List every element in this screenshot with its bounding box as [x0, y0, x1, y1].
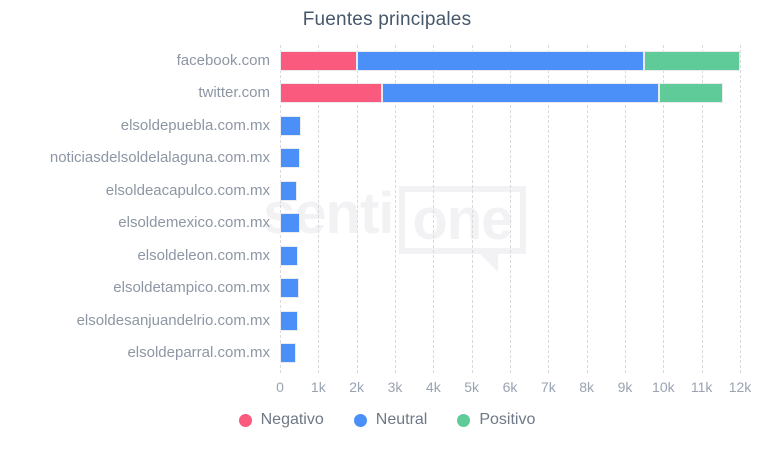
- legend-label: Positivo: [479, 411, 536, 428]
- grid-line-0: [280, 45, 281, 373]
- bar-elsoldesanjuandelrio-com-mx: [280, 310, 299, 331]
- category-label-facebook-com: facebook.com: [176, 52, 270, 69]
- bar-segment-neutral[interactable]: [280, 343, 297, 364]
- x-tick-label-2k: 2k: [349, 379, 365, 395]
- bar-segment-positivo[interactable]: [644, 51, 740, 71]
- x-tick-label-10k: 10k: [652, 379, 675, 395]
- x-tick-label-3k: 3k: [387, 379, 403, 395]
- legend-swatch-icon: [457, 413, 471, 427]
- bar-twitter-com: [280, 83, 723, 104]
- bar-segment-neutral[interactable]: [280, 310, 299, 331]
- legend-item-positivo[interactable]: Positivo: [457, 411, 535, 429]
- legend-label: Neutral: [375, 411, 428, 428]
- x-tick-label-7k: 7k: [540, 379, 556, 395]
- bar-segment-neutral[interactable]: [280, 278, 299, 299]
- grid-line-7k: [548, 45, 550, 373]
- bar-segment-neutral[interactable]: [280, 180, 298, 201]
- category-label-twitter-com: twitter.com: [198, 84, 270, 102]
- bar-noticiasdelsoldelalaguna-com-mx: [280, 148, 300, 169]
- bar-elsoldeleon-com-mx: [280, 245, 299, 266]
- x-tick-label-9k: 9k: [617, 379, 633, 395]
- category-label-elsoldesanjuandelrio-com-mx: elsoldesanjuandelrio.com.mx: [76, 311, 270, 329]
- category-label-elsoldetampico-com-mx: elsoldetampico.com.mx: [113, 279, 270, 297]
- x-tick-label-11k: 11k: [690, 379, 713, 395]
- bar-segment-neutral[interactable]: [280, 148, 300, 169]
- category-label-elsoldeleon-com-mx: elsoldeleon.com.mx: [137, 246, 270, 264]
- x-tick-label-8k: 8k: [579, 379, 595, 395]
- x-tick-label-5k: 5k: [464, 379, 480, 395]
- grid-line-6k: [510, 45, 511, 373]
- bar-facebook-com: [280, 51, 740, 71]
- legend-item-negativo[interactable]: Negativo: [238, 411, 324, 429]
- grid-line-1k: [318, 45, 320, 373]
- x-tick-label-1k: 1k: [310, 379, 326, 395]
- grid-line-5k: [471, 45, 473, 373]
- x-tick-label-6k: 6k: [502, 379, 518, 395]
- grid-line-2k: [356, 45, 358, 373]
- grid-line-4k: [433, 45, 435, 373]
- grid-line-12k: [740, 45, 741, 373]
- bar-segment-neutral[interactable]: [280, 245, 299, 266]
- legend-swatch-icon: [238, 413, 252, 427]
- bar-elsoldemexico-com-mx: [280, 213, 300, 234]
- bar-elsoldeacapulco-com-mx: [280, 180, 298, 201]
- legend: Negativo Neutral Positivo: [0, 411, 774, 429]
- watermark-text-right: one: [412, 187, 513, 252]
- watermark-speech-bubble-icon: one: [399, 186, 526, 272]
- x-tick-label-12k: 12k: [728, 379, 752, 395]
- grid-line-11k: [701, 45, 703, 373]
- bar-elsoldetampico-com-mx: [280, 278, 299, 299]
- legend-label: Negativo: [260, 411, 324, 428]
- bar-segment-negativo[interactable]: [280, 51, 357, 71]
- bar-segment-neutral[interactable]: [381, 83, 660, 104]
- bar-segment-neutral[interactable]: [280, 115, 302, 136]
- bar-segment-neutral[interactable]: [280, 213, 300, 234]
- category-label-elsoldemexico-com-mx: elsoldemexico.com.mx: [118, 214, 270, 232]
- category-label-elsoldepuebla-com-mx: elsoldepuebla.com.mx: [120, 116, 270, 134]
- grid-line-9k: [625, 45, 626, 373]
- category-label-noticiasdelsoldelalaguna-com-mx: noticiasdelsoldelalaguna.com.mx: [49, 149, 270, 167]
- bar-segment-positivo[interactable]: [659, 83, 723, 104]
- grid-line-8k: [586, 45, 588, 373]
- category-label-elsoldeacapulco-com-mx: elsoldeacapulco.com.mx: [105, 181, 270, 199]
- grid-line-3k: [395, 45, 396, 373]
- grid-line-10k: [663, 45, 665, 373]
- bar-elsoldeparral-com-mx: [280, 343, 297, 364]
- category-label-elsoldeparral-com-mx: elsoldeparral.com.mx: [127, 344, 270, 362]
- legend-swatch-icon: [353, 413, 367, 427]
- chart-title: Fuentes principales: [302, 9, 472, 30]
- bar-elsoldepuebla-com-mx: [280, 115, 302, 136]
- x-tick-label-0: 0: [276, 379, 284, 395]
- x-tick-label-4k: 4k: [425, 379, 441, 395]
- bar-segment-negativo[interactable]: [280, 83, 382, 104]
- bar-segment-neutral[interactable]: [356, 51, 645, 71]
- watermark-bubble-tail-icon: [473, 248, 498, 272]
- legend-item-neutral[interactable]: Neutral: [353, 411, 428, 429]
